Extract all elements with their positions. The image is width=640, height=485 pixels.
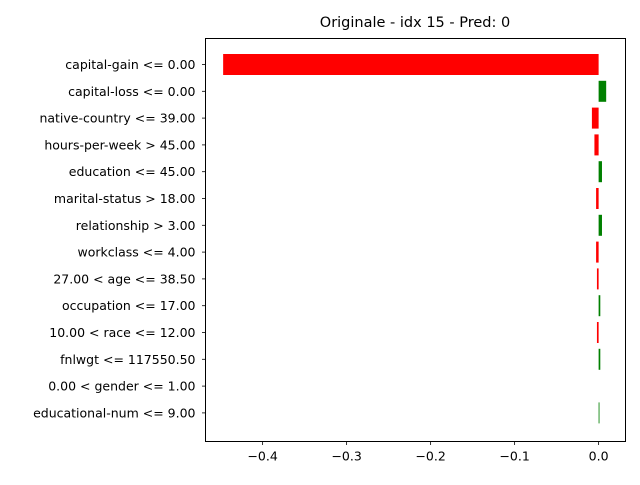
y-tick-label: native-country <= 39.00 (39, 111, 195, 126)
x-ticks: −0.4 −0.3 −0.2 −0.1 0.0 (247, 441, 609, 464)
y-tick-label: 10.00 < race <= 12.00 (49, 325, 195, 340)
y-tick-label: workclass <= 4.00 (77, 245, 195, 260)
bar (598, 161, 602, 183)
x-tick-label: −0.4 (247, 449, 277, 464)
chart-title: Originale - idx 15 - Pred: 0 (320, 15, 510, 31)
x-tick-label: −0.1 (499, 449, 529, 464)
y-tick-label: hours-per-week > 45.00 (44, 137, 195, 152)
y-tick-label: educational-num <= 9.00 (33, 405, 195, 420)
x-tick-label: −0.2 (415, 449, 445, 464)
bar (594, 134, 599, 156)
x-tick-label: 0.0 (589, 449, 609, 464)
y-tick-label: relationship > 3.00 (76, 218, 196, 233)
y-tick-label: 0.00 < gender <= 1.00 (48, 379, 195, 394)
bar (596, 322, 599, 343)
plot-frame (205, 38, 626, 442)
bar (598, 80, 607, 102)
bar (598, 402, 600, 424)
bar (591, 107, 599, 129)
y-tick-label: capital-gain <= 0.00 (65, 57, 195, 72)
y-tick-label: education <= 45.00 (69, 164, 196, 179)
bar (223, 54, 599, 75)
bars-group (223, 54, 607, 424)
bar (598, 295, 601, 317)
bar (596, 188, 599, 209)
y-tick-label: marital-status > 18.00 (54, 191, 196, 206)
bar (596, 241, 599, 263)
bar (598, 348, 601, 370)
y-tick-label: 27.00 < age <= 38.50 (53, 271, 195, 286)
y-tick-labels: capital-gain <= 0.00 capital-loss <= 0.00… (33, 57, 206, 420)
y-tick-label: capital-loss <= 0.00 (68, 84, 195, 99)
y-tick-label: occupation <= 17.00 (62, 298, 196, 313)
bar (598, 214, 602, 236)
bar (596, 268, 599, 290)
y-tick-label: fnlwgt <= 117550.50 (60, 352, 195, 367)
x-tick-label: −0.3 (331, 449, 361, 464)
